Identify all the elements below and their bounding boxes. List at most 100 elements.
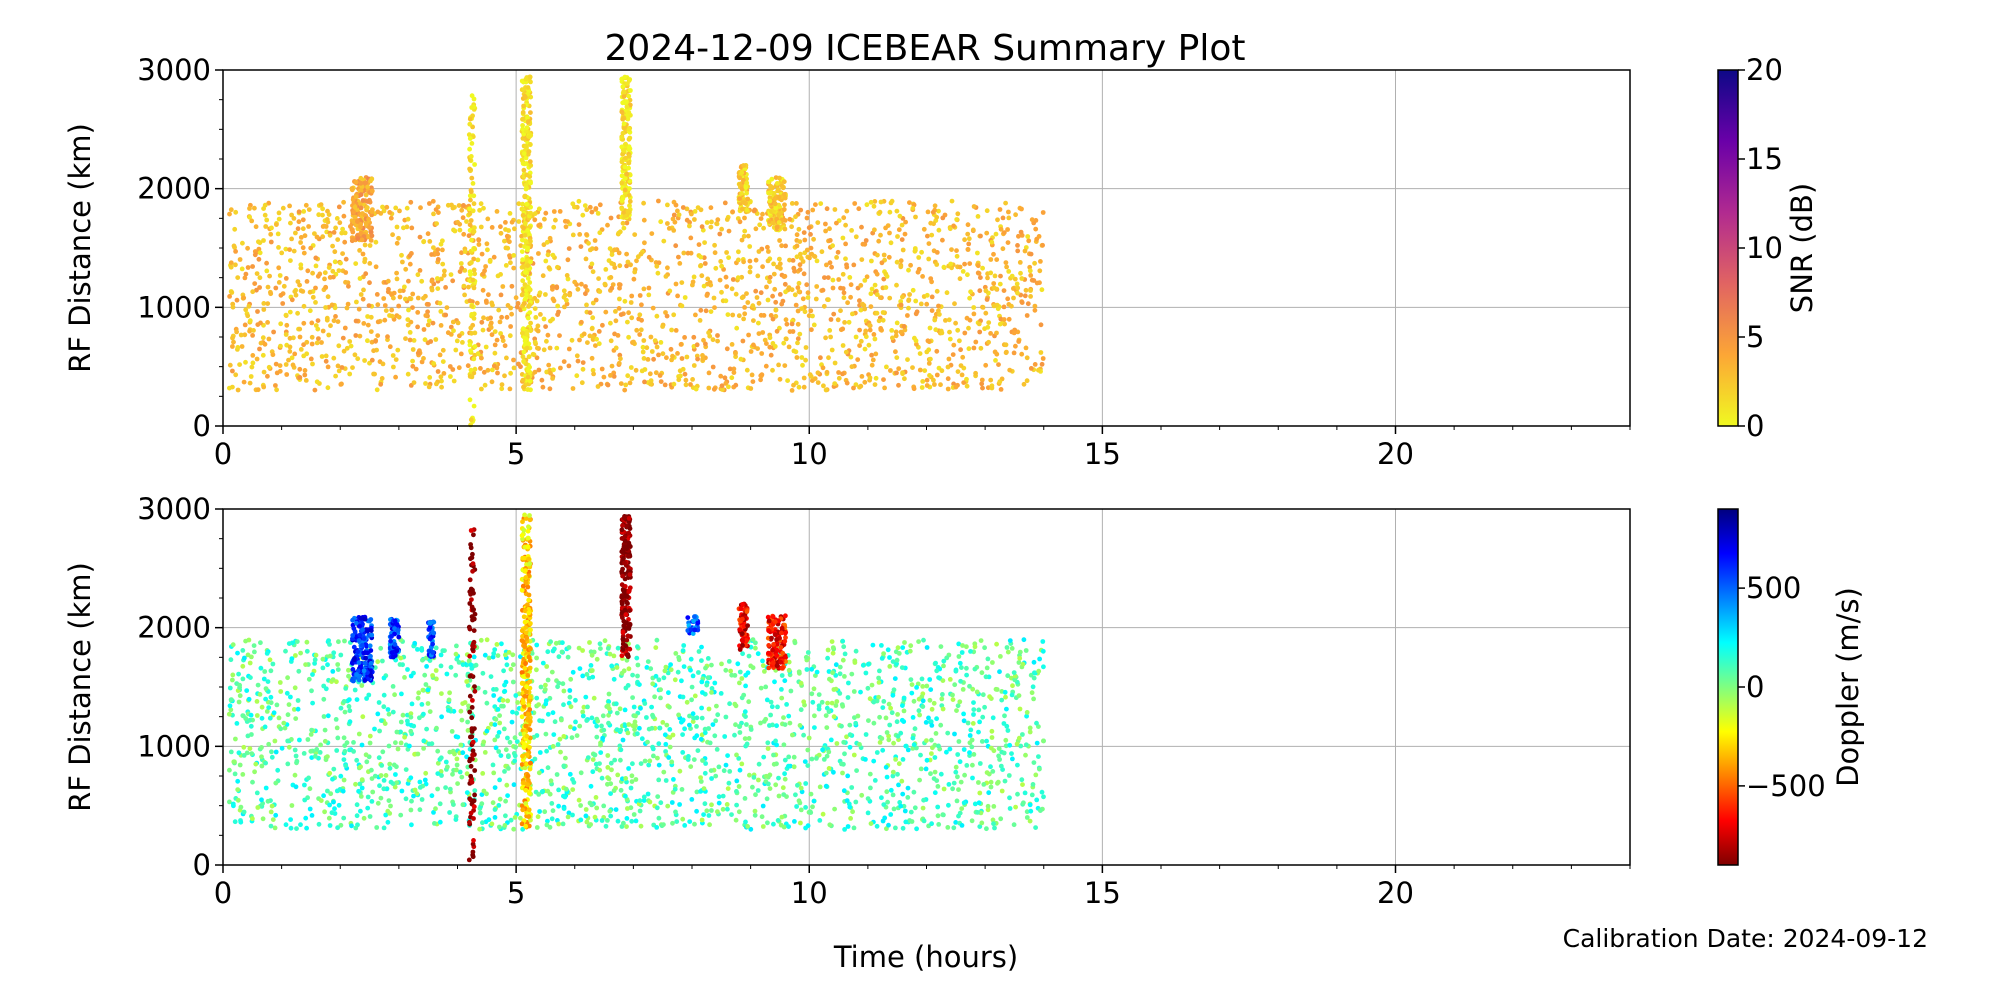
scatter-point [550,744,556,749]
scatter-point [525,245,530,251]
scatter-point [309,755,315,760]
scatter-point [249,218,255,224]
scatter-point [425,231,431,237]
scatter-point [471,96,477,102]
scatter-point [770,316,776,322]
scatter-point [701,812,706,817]
scatter-point [918,752,923,758]
scatter-point [641,798,647,803]
scatter-point [751,342,756,348]
scatter-point [801,375,807,381]
scatter-point [496,307,502,313]
scatter-point [779,814,785,820]
scatter-point [782,273,788,279]
scatter-point [776,220,782,225]
scatter-point [289,236,294,242]
scatter-point [625,208,631,214]
scatter-point [479,355,484,361]
scatter-point [624,824,629,829]
scatter-point [342,748,348,754]
scatter-point [821,757,827,762]
scatter-point [429,278,435,284]
scatter-point [646,762,652,768]
scatter-point [490,800,496,806]
scatter-point [625,806,630,811]
scatter-point [921,797,926,803]
scatter-point [664,313,670,319]
scatter-point [780,785,786,791]
scatter-point [868,291,874,297]
scatter-point [967,683,972,689]
scatter-point [303,202,309,208]
scatter-point [633,367,639,373]
snr-panel-points [227,74,1046,428]
scatter-point [860,301,865,307]
scatter-point [542,216,547,222]
scatter-point [293,653,298,658]
scatter-point [837,671,843,677]
scatter-point [326,332,332,338]
scatter-point [960,687,966,692]
scatter-point [568,724,573,730]
scatter-point [894,355,900,360]
scatter-point [920,379,926,384]
scatter-point [261,307,267,312]
scatter-point [369,767,374,773]
scatter-point [758,377,763,383]
scatter-point [358,808,363,814]
scatter-point [423,313,429,318]
scatter-point [279,745,285,751]
scatter-point [953,820,959,825]
scatter-point [492,342,498,348]
scatter-point [1029,792,1035,798]
colorbar-tick-label: 10 [1746,231,1783,265]
scatter-point [563,755,568,761]
scatter-point [656,352,661,358]
scatter-point [975,270,981,276]
scatter-point [357,333,363,339]
scatter-point [908,809,914,815]
scatter-point [667,735,673,740]
scatter-point [759,372,765,378]
scatter-point [521,151,527,157]
scatter-point [892,676,898,681]
scatter-point [768,313,774,318]
scatter-point [957,660,963,666]
scatter-point [646,254,652,260]
scatter-point [961,718,967,724]
scatter-point [662,668,668,674]
scatter-point [1014,281,1020,287]
scatter-point [527,280,533,285]
scatter-point [998,387,1004,392]
scatter-point [996,362,1001,367]
scatter-point [597,641,603,647]
scatter-point [874,310,880,316]
scatter-point [846,680,851,686]
scatter-point [858,283,864,288]
scatter-point [756,331,762,336]
scatter-point [497,720,503,726]
scatter-point [250,779,255,785]
scatter-point [951,780,957,786]
scatter-point [827,226,832,232]
scatter-point [480,820,485,826]
scatter-point [624,104,630,110]
scatter-point [520,257,525,263]
scatter-point [279,250,285,256]
scatter-point [835,317,841,323]
scatter-point [521,358,526,364]
scatter-point [537,222,543,228]
scatter-point [855,713,861,719]
scatter-point [363,192,369,198]
scatter-point [391,290,397,296]
scatter-point [237,693,243,699]
scatter-point [765,746,771,751]
scatter-point [884,730,890,735]
scatter-point [891,740,896,746]
scatter-point [387,811,393,816]
scatter-point [798,207,804,213]
scatter-point [313,652,319,658]
scatter-point [955,327,961,333]
scatter-point [1033,825,1038,830]
scatter-point [979,739,985,744]
